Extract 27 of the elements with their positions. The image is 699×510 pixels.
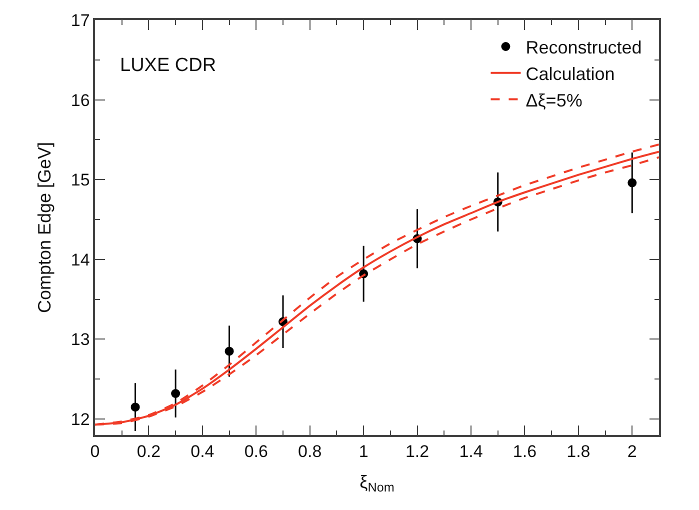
y-tick-label: 12 [70,410,90,429]
x-tick-label: 0.6 [244,442,268,462]
point [130,402,140,412]
x-tick-label: 1.8 [566,442,590,462]
x-tick-label: 0.2 [136,442,161,462]
y-tick-label: 16 [70,90,90,110]
annotation: LUXE CDR [120,55,216,76]
point [224,346,234,356]
y-tick-label: 15 [70,170,90,190]
y-tick-label: 13 [70,330,90,350]
legend-label: Reconstructed [526,38,642,58]
x-axis-title: ξ$_{Nom}$ [360,472,394,495]
legend-label: Δξ=5% [526,90,582,110]
y-tick-label: 14 [70,250,90,270]
x-tick-label: 0.4 [190,442,214,462]
x-tick-label: 0 [90,442,100,462]
x-tick-label: 2 [627,442,637,462]
x-tick-label: 0.8 [298,442,322,462]
x-tick-label: 1.4 [459,442,483,462]
x-tick-label: 1.2 [405,442,430,462]
point [628,178,637,188]
y-tick-label: 17 [70,10,90,30]
x-tick-label: 1 [358,442,368,462]
x-tick-label: 1.6 [512,442,537,462]
y-axis-title: Compton Edge [GeV] [34,142,55,314]
legend-label: Calculation [526,64,615,84]
point [171,389,180,398]
